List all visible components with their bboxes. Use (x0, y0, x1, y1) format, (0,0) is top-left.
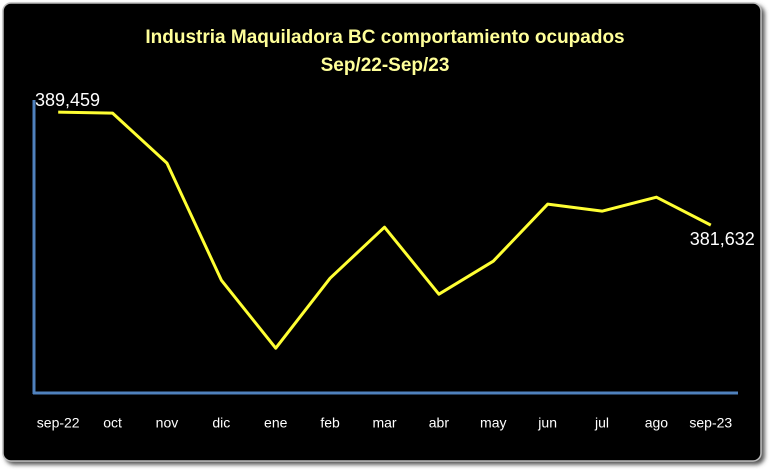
data-label: 381,632 (690, 229, 755, 249)
x-tick-label: sep-23 (689, 415, 732, 431)
x-tick-label: abr (429, 415, 450, 431)
x-tick-label: jun (537, 415, 557, 431)
x-tick-label: oct (103, 415, 122, 431)
line-series (58, 110, 712, 350)
x-tick-label: sep-22 (37, 415, 80, 431)
chart-title: Industria Maquiladora BC comportamiento … (145, 27, 624, 48)
x-tick-label: may (480, 415, 506, 431)
x-tick-label: nov (156, 415, 179, 431)
x-tick-label: ene (264, 415, 288, 431)
chart-subtitle: Sep/22-Sep/23 (321, 55, 450, 76)
chart-frame (2, 2, 762, 462)
x-tick-label: dic (212, 415, 230, 431)
x-tick-label: ago (645, 415, 669, 431)
x-tick-label: feb (320, 415, 340, 431)
x-tick-label: mar (372, 415, 396, 431)
data-label: 389,459 (35, 90, 100, 110)
x-tick-label: jul (594, 415, 609, 431)
